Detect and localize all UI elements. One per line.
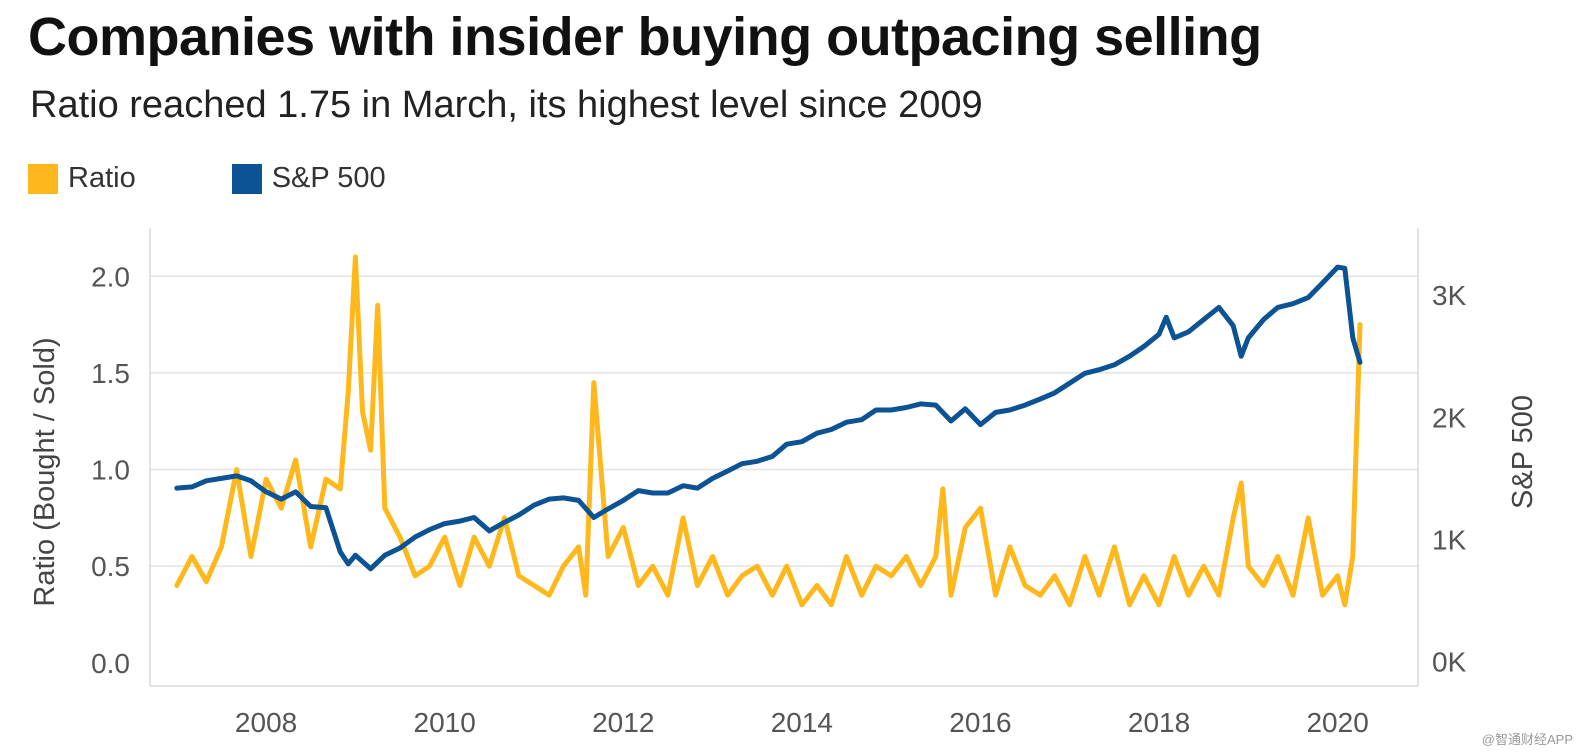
legend-swatch-ratio — [28, 163, 58, 194]
series-line-sp500 — [174, 264, 1363, 572]
y-left-tick-label: 2.0 — [91, 261, 130, 292]
x-tick-label: 2010 — [414, 707, 476, 738]
x-tick-label: 2016 — [949, 707, 1011, 738]
y-left-tick-label: 0.5 — [91, 551, 130, 582]
series-lines — [174, 254, 1363, 608]
legend-item-ratio: Ratio — [28, 162, 136, 195]
axes — [149, 228, 1419, 687]
legend-swatch-sp500 — [231, 163, 262, 194]
legend-item-sp500: S&P 500 — [231, 162, 386, 195]
tick-labels: 0.0 0.5 1.0 1.5 2.0 0K 1K 2K 3K 2008 2010 2012 2014 2… — [91, 261, 1467, 738]
y-right-tick-label: 3K — [1432, 280, 1467, 311]
y-right-axis-title: S&P 500 — [1507, 395, 1539, 509]
y-right-tick-label: 0K — [1432, 647, 1467, 678]
y-left-axis-title: Ratio (Bought / Sold) — [29, 337, 61, 606]
legend-label-sp500: S&P 500 — [271, 162, 386, 194]
x-tick-label: 2014 — [771, 707, 833, 738]
x-tick-label: 2012 — [592, 707, 654, 738]
x-tick-label: 2008 — [235, 707, 297, 738]
x-tick-label: 2020 — [1306, 707, 1368, 738]
y-left-tick-label: 1.0 — [91, 455, 130, 486]
y-right-tick-label: 2K — [1432, 402, 1467, 433]
chart-subtitle: Ratio reached 1.75 in March, its highest… — [30, 84, 983, 126]
watermark: @智通财经APP — [1481, 732, 1573, 747]
y-left-tick-label: 0.0 — [91, 648, 130, 679]
legend-label-ratio: Ratio — [68, 162, 136, 194]
legend: Ratio S&P 500 — [28, 162, 482, 195]
x-tick-label: 2018 — [1128, 707, 1190, 738]
axis-titles: Ratio (Bought / Sold) S&P 500 — [29, 337, 1539, 606]
y-right-tick-label: 1K — [1432, 524, 1467, 555]
chart-title: Companies with insider buying outpacing … — [28, 7, 1262, 67]
series-line-ratio — [174, 254, 1363, 608]
y-left-tick-label: 1.5 — [91, 358, 130, 389]
